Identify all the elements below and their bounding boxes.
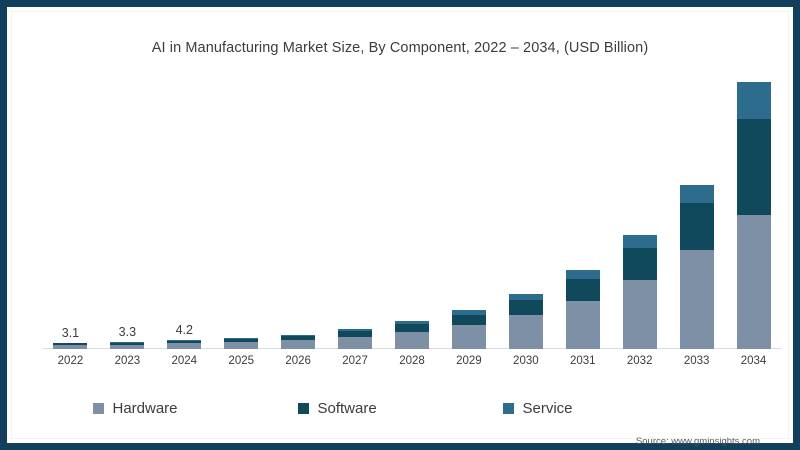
legend-swatch-software-icon: [297, 403, 309, 414]
x-axis-tick-labels: 2022 2023 2024 2025 2026 2027 2028 2029 2030 2031…: [42, 355, 782, 373]
bar-group-2024[interactable]: [167, 340, 202, 349]
bar-segment-software-2025[interactable]: [224, 338, 259, 343]
bar-segment-software-2033[interactable]: [679, 202, 714, 250]
bar-segment-software-2027[interactable]: [338, 331, 373, 337]
bar-segment-software-2028[interactable]: [395, 324, 429, 332]
legend-label-service: Service: [522, 400, 573, 417]
legend-item-service[interactable]: Service: [502, 400, 708, 417]
bar-segment-hardware-2028[interactable]: [395, 331, 429, 349]
plot-area: 3.1 3.3 4.2: [42, 82, 782, 349]
bar-segment-service-2026[interactable]: [281, 334, 316, 337]
x-tick-2024: 2024: [171, 355, 198, 367]
bar-segment-service-2022[interactable]: [53, 342, 88, 344]
bar-segment-service-2024[interactable]: [167, 340, 202, 342]
bar-segment-software-2029[interactable]: [451, 314, 486, 326]
bar-group-2031[interactable]: [565, 270, 600, 349]
bar-segment-service-2023[interactable]: [110, 342, 145, 343]
bar-value-label-2023: 3.3: [118, 325, 137, 340]
bar-group-2023[interactable]: [110, 342, 145, 349]
x-tick-2031: 2031: [569, 355, 596, 367]
legend-label-software: Software: [317, 400, 377, 417]
bar-segment-software-2024[interactable]: [167, 341, 202, 344]
bar-segment-software-2026[interactable]: [281, 336, 316, 340]
bar-value-label-2024: 4.2: [175, 323, 193, 338]
bar-segment-service-2031[interactable]: [565, 270, 600, 279]
legend-swatch-service-icon: [502, 403, 514, 414]
bar-segment-service-2034[interactable]: [736, 82, 771, 120]
bar-segment-software-2032[interactable]: [622, 247, 657, 280]
bar-segment-hardware-2022[interactable]: [53, 344, 88, 349]
legend-item-hardware[interactable]: Hardware: [92, 400, 298, 417]
legend-item-software[interactable]: Software: [297, 400, 503, 417]
bar-group-2025[interactable]: [224, 337, 259, 349]
bar-segment-hardware-2033[interactable]: [679, 249, 714, 349]
bar-segment-service-2032[interactable]: [622, 235, 657, 248]
bar-group-2026[interactable]: [281, 334, 316, 349]
x-tick-2028: 2028: [399, 355, 425, 367]
bar-group-2034[interactable]: [736, 82, 771, 349]
x-tick-2032: 2032: [626, 355, 653, 367]
bar-group-2029[interactable]: [451, 310, 486, 349]
bar-segment-service-2030[interactable]: [508, 294, 543, 300]
legend-swatch-hardware-icon: [92, 403, 104, 414]
bar-segment-hardware-2025[interactable]: [224, 342, 259, 349]
x-tick-2029: 2029: [456, 355, 482, 367]
chart-title: AI in Manufacturing Market Size, By Comp…: [151, 40, 649, 56]
bar-group-2030[interactable]: [508, 294, 543, 349]
bar-segment-software-2023[interactable]: [110, 342, 145, 345]
bar-segment-hardware-2029[interactable]: [451, 325, 486, 349]
bar-segment-software-2031[interactable]: [565, 278, 600, 301]
x-tick-2027: 2027: [342, 355, 368, 367]
bar-segment-hardware-2026[interactable]: [281, 339, 316, 349]
bar-segment-hardware-2031[interactable]: [565, 300, 600, 349]
bar-segment-hardware-2030[interactable]: [508, 315, 543, 349]
bar-group-2022[interactable]: [53, 342, 88, 349]
bar-segment-service-2028[interactable]: [395, 321, 429, 325]
source-note: Source: www.gminsights.com: [635, 436, 760, 447]
bar-segment-hardware-2023[interactable]: [110, 344, 145, 349]
chart-legend: Hardware Software Service: [12, 400, 788, 417]
bar-segment-service-2025[interactable]: [224, 337, 259, 339]
x-tick-2034: 2034: [740, 355, 767, 367]
bar-value-label-2022: 3.1: [61, 325, 80, 340]
bar-segment-software-2030[interactable]: [508, 299, 543, 316]
x-tick-2030: 2030: [513, 355, 539, 367]
bar-segment-service-2033[interactable]: [679, 184, 714, 203]
bar-segment-hardware-2032[interactable]: [622, 280, 657, 349]
x-tick-2026: 2026: [285, 355, 311, 367]
x-tick-2023: 2023: [114, 355, 141, 367]
bar-segment-hardware-2034[interactable]: [736, 214, 771, 349]
bar-segment-software-2034[interactable]: [736, 119, 771, 215]
bar-segment-software-2022[interactable]: [53, 343, 88, 345]
chart-inner-frame: AI in Manufacturing Market Size, By Comp…: [11, 11, 789, 447]
bar-segment-hardware-2027[interactable]: [338, 336, 373, 349]
bar-group-2032[interactable]: [622, 235, 657, 349]
bar-segment-service-2027[interactable]: [338, 329, 373, 332]
bar-group-2027[interactable]: [338, 329, 373, 349]
bar-segment-service-2029[interactable]: [451, 310, 486, 315]
x-tick-2033: 2033: [683, 355, 710, 367]
x-tick-2022: 2022: [57, 355, 84, 367]
legend-label-hardware: Hardware: [112, 400, 178, 417]
bar-group-2033[interactable]: [679, 184, 714, 349]
bar-group-2028[interactable]: [395, 321, 429, 349]
bar-segment-hardware-2024[interactable]: [167, 343, 202, 349]
x-tick-2025: 2025: [228, 355, 255, 367]
